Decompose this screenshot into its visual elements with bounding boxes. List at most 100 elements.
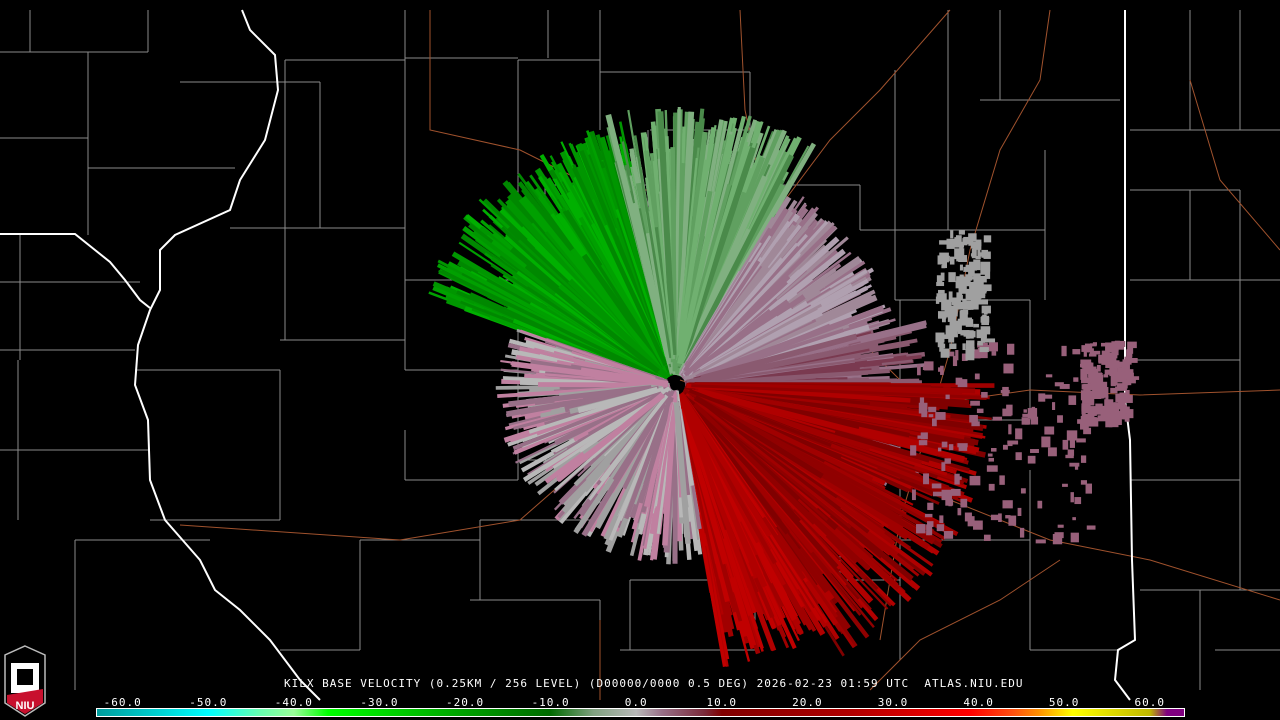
- radar-gate: [954, 248, 965, 260]
- radar-gate: [1109, 366, 1118, 377]
- scan-time: 01:59 UTC: [840, 677, 910, 690]
- radar-gate: [959, 320, 965, 324]
- radar-gate: [1085, 483, 1092, 494]
- colorbar-ticks: -60.0 -50.0 -40.0 -30.0 -20.0 -10.0 0.0 10.0 20.…: [0, 696, 1280, 709]
- radar-gate: [1095, 403, 1103, 409]
- radar-gate: [1015, 452, 1022, 461]
- radar-gate: [1002, 408, 1012, 417]
- radar-gate: [941, 441, 948, 448]
- radar-gate: [1127, 341, 1137, 349]
- radar-gate: [957, 324, 962, 334]
- radar-gate: [1109, 417, 1118, 422]
- colorbar-tick: 60.0: [1134, 696, 1165, 709]
- radar-gate: [1037, 500, 1043, 509]
- radar-gate: [1083, 418, 1088, 424]
- radar-gate: [990, 514, 999, 521]
- radar-gate: [1105, 396, 1109, 403]
- radar-gate: [1080, 480, 1087, 485]
- radar-gate: [1089, 406, 1097, 415]
- radar-gate: [686, 340, 879, 386]
- radar-gate: [937, 447, 942, 452]
- radar-gate: [991, 351, 997, 356]
- radar-gate: [977, 248, 981, 259]
- radar-gate: [1066, 430, 1078, 441]
- radar-gate: [581, 253, 665, 368]
- radar-gate: [992, 416, 1003, 421]
- radar-gate: [944, 458, 951, 464]
- radar-gate: [1083, 414, 1095, 423]
- radar-gate: [1123, 377, 1128, 389]
- radar-gate: [988, 457, 995, 462]
- radar-gate: [1125, 389, 1130, 396]
- radar-gate: [958, 445, 968, 451]
- radar-gate: [981, 249, 989, 258]
- radar-gate: [959, 274, 964, 281]
- radar-gate: [1030, 416, 1039, 425]
- radar-gate: [599, 394, 669, 482]
- radar-gate: [971, 421, 980, 427]
- radar-gate: [688, 391, 954, 537]
- radar-gate: [948, 291, 953, 303]
- radar-gate: [940, 365, 944, 375]
- radar-gate: [965, 349, 975, 361]
- radar-gate: [1005, 515, 1011, 519]
- radar-gate: [975, 239, 982, 247]
- radar-gate: [969, 414, 978, 423]
- radar-gate: [677, 133, 734, 365]
- radar-gate: [1073, 377, 1079, 382]
- radar-gate: [673, 402, 691, 544]
- radar-gate: [556, 392, 666, 483]
- radar-gate: [965, 264, 976, 269]
- colorbar-tick: -40.0: [274, 696, 313, 709]
- radar-gate: [936, 293, 947, 303]
- radar-gate: [1015, 428, 1023, 440]
- radar-gate: [963, 266, 971, 272]
- radar-gate: [580, 367, 669, 387]
- radar-gate: [970, 242, 976, 249]
- radar-gate: [927, 502, 934, 510]
- radar-gate: [928, 406, 937, 413]
- radar-gate: [1126, 349, 1133, 361]
- radar-gate: [917, 435, 924, 439]
- radar-gate: [954, 473, 960, 485]
- radar-gate: [1059, 383, 1070, 389]
- radar-gate: [916, 524, 926, 534]
- radar-gate: [1105, 417, 1113, 428]
- radar-gate: [1074, 465, 1079, 470]
- radar-gate: [1052, 534, 1063, 545]
- radar-gate: [969, 475, 981, 486]
- radar-gate: [976, 329, 984, 338]
- radar-gate: [683, 154, 795, 366]
- radar-gate: [953, 242, 965, 248]
- radar-gate: [947, 299, 952, 311]
- radar-gate: [947, 315, 957, 322]
- radar-gate: [678, 401, 736, 587]
- radar-gate: [979, 347, 989, 353]
- radar-gate: [986, 465, 998, 472]
- radar-gate: [1047, 447, 1057, 457]
- radar-gate: [679, 141, 749, 364]
- radar-gate: [629, 175, 671, 361]
- radar-gate: [1076, 438, 1086, 443]
- radar-gate: [456, 290, 656, 379]
- radar-gate: [965, 319, 974, 327]
- radar-gate: [693, 395, 824, 479]
- radar-gate: [948, 444, 954, 451]
- radar-gate: [966, 330, 974, 339]
- colorbar-tick: 20.0: [792, 696, 823, 709]
- radar-gate: [1122, 369, 1134, 380]
- radar-gate: [954, 301, 964, 310]
- radar-gate: [936, 275, 943, 286]
- radar-gate: [957, 508, 962, 516]
- radar-gate: [973, 273, 981, 284]
- radar-gate: [939, 515, 944, 524]
- radar-gate: [964, 512, 972, 522]
- colorbar-tick: -30.0: [360, 696, 399, 709]
- radar-gate: [1088, 368, 1099, 380]
- radar-gate: [1057, 524, 1064, 528]
- radar-gate: [688, 251, 801, 371]
- radar-gate: [1065, 454, 1074, 459]
- radar-gate: [970, 303, 979, 310]
- radar-gate: [983, 534, 991, 541]
